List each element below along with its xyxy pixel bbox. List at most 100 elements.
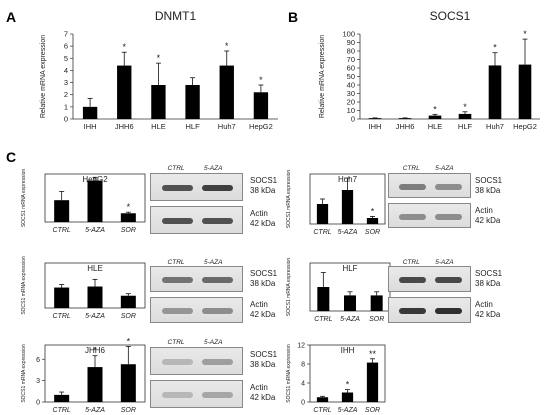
chart-title-c-hlf: HLF <box>342 264 357 273</box>
x-tick-label-b: HepG2 <box>513 122 537 131</box>
y-tick-label-c-jhh6: 3 <box>36 378 40 385</box>
chart-title-c-jhh6: JHH6 <box>85 346 106 355</box>
blot-band-hlf <box>398 308 427 314</box>
y-tick-label-b: 80 <box>347 47 355 56</box>
y-axis-label-b: Relative mRNA expression <box>319 35 326 118</box>
blot-membrane-hle-bot <box>150 297 243 323</box>
blot-band-hle <box>202 277 233 283</box>
blot-lane-label-hle: CTRL <box>167 259 185 266</box>
bar-c-hlf-5-aza <box>344 295 356 311</box>
y-tick-label-a: 4 <box>64 66 68 75</box>
panel-label-a: A <box>6 9 16 25</box>
bar-c-hle-5-aza <box>87 286 103 308</box>
y-tick-label-b: 60 <box>347 64 355 73</box>
blot-band-hepg2 <box>162 218 193 224</box>
blot-lane-label-hle: 5-AZA <box>204 259 223 266</box>
blot-membrane-huh7-top <box>388 173 471 198</box>
bar-c-ihh-sor <box>366 362 379 402</box>
x-tick-label-a: JHH6 <box>115 122 134 131</box>
blot-control-kda-jhh6: 42 kDa <box>250 393 276 402</box>
x-tick-label-c-hle: 5-AZA <box>85 313 105 320</box>
blot-band-hle <box>162 308 193 314</box>
bar-c-jhh6-ctrl <box>54 394 70 402</box>
significance-marker-b: * <box>463 102 467 112</box>
bar-c-hlf-sor <box>370 295 383 311</box>
y-tick-label-b: 40 <box>347 81 355 90</box>
bar-b-jhh6 <box>398 118 412 119</box>
blot-control-label-hlf: Actin <box>475 300 493 309</box>
x-tick-label-c-hle: CTRL <box>53 313 71 320</box>
y-tick-label-a: 3 <box>64 78 68 87</box>
blot-membrane-huh7-bot <box>388 203 471 228</box>
y-tick-label-b: 50 <box>347 72 355 81</box>
blot-control-kda-huh7: 42 kDa <box>475 216 501 225</box>
x-tick-label-a: HLF <box>185 122 200 131</box>
blot-control-kda-hepg2: 42 kDa <box>250 219 276 228</box>
blot-lane-label-hlf: CTRL <box>402 259 420 266</box>
bar-c-hepg2-ctrl <box>54 200 70 222</box>
blot-target-label-jhh6: SOCS1 <box>250 350 278 359</box>
significance-marker-c-hepg2: * <box>127 202 131 212</box>
x-tick-label-c-ihh: SOR <box>365 407 380 414</box>
blot-membrane-jhh6-top <box>150 347 243 375</box>
bar-c-ihh-ctrl <box>316 397 329 402</box>
blot-band-huh7 <box>398 183 427 190</box>
x-tick-label-b: Huh7 <box>486 122 504 131</box>
x-tick-label-c-jhh6: 5-AZA <box>85 407 105 414</box>
y-tick-label-b: 90 <box>347 38 355 47</box>
x-tick-label-a: IHH <box>84 122 97 131</box>
y-tick-label-a: 1 <box>64 102 68 111</box>
y-tick-label-a: 2 <box>64 90 68 99</box>
significance-marker-c-ihh: ** <box>369 349 377 359</box>
x-tick-label-b: HLE <box>428 122 443 131</box>
significance-marker-a: * <box>122 42 126 52</box>
chart-title-a: DNMT1 <box>155 9 197 23</box>
bar-b-huh7 <box>488 65 502 119</box>
significance-marker-c-jhh6: * <box>127 336 131 346</box>
y-axis-label-c-ihh: SOCS1 mRNA expression <box>286 344 292 403</box>
bar-a-hle <box>151 85 166 119</box>
blot-band-hlf <box>434 308 463 314</box>
significance-marker-b: * <box>433 104 437 114</box>
blot-target-kda-hepg2: 38 kDa <box>250 186 276 195</box>
y-tick-label-a: 5 <box>64 54 68 63</box>
blot-target-label-huh7: SOCS1 <box>475 176 503 185</box>
blot-lane-label-jhh6: CTRL <box>167 339 185 346</box>
blot-lane-label-hepg2: CTRL <box>167 165 185 172</box>
blot-band-huh7 <box>398 213 427 220</box>
x-tick-label-b: HLF <box>458 122 473 131</box>
x-tick-label-a: HLE <box>151 122 166 131</box>
blot-band-jhh6 <box>202 392 233 398</box>
bar-c-huh7-5-aza <box>341 190 354 224</box>
blot-target-kda-hlf: 38 kDa <box>475 279 501 288</box>
blot-control-label-jhh6: Actin <box>250 383 268 392</box>
x-tick-label-c-huh7: 5-AZA <box>338 229 358 236</box>
blot-band-jhh6 <box>162 359 193 365</box>
blot-target-label-hlf: SOCS1 <box>475 269 503 278</box>
y-axis-label-c-huh7: SOCS1 mRNA expression <box>286 170 292 229</box>
blot-target-label-hle: SOCS1 <box>250 269 278 278</box>
y-axis-label-a: Relative mRNA expression <box>40 35 47 118</box>
x-tick-label-c-hle: SOR <box>121 313 136 320</box>
bar-a-hlf <box>185 85 200 119</box>
significance-marker-a: * <box>157 53 161 63</box>
blot-membrane-hepg2-top <box>150 173 243 201</box>
blot-target-kda-hle: 38 kDa <box>250 279 276 288</box>
blot-lane-label-huh7: 5-AZA <box>435 165 454 172</box>
x-tick-label-c-hlf: 5-AZA <box>340 316 360 323</box>
y-tick-label-b: 20 <box>347 98 355 107</box>
bar-c-ihh-5-aza <box>341 392 354 402</box>
blot-membrane-hepg2-bot <box>150 206 243 234</box>
significance-marker-c-ihh: * <box>346 380 350 390</box>
y-tick-label-a: 6 <box>64 42 68 51</box>
significance-marker-c-huh7: * <box>371 206 375 216</box>
y-tick-label-b: 0 <box>351 115 355 124</box>
x-tick-label-a: HepG2 <box>249 122 273 131</box>
y-axis-label-c-hepg2: SOCS1 mRNA expression <box>21 169 27 228</box>
blot-control-kda-hlf: 42 kDa <box>475 310 501 319</box>
bar-c-hepg2-5-aza <box>87 180 103 222</box>
y-tick-label-a: 0 <box>64 115 68 124</box>
blot-band-hlf <box>398 277 427 283</box>
blot-target-label-hepg2: SOCS1 <box>250 176 278 185</box>
chart-title-c-ihh: IHH <box>341 346 355 355</box>
